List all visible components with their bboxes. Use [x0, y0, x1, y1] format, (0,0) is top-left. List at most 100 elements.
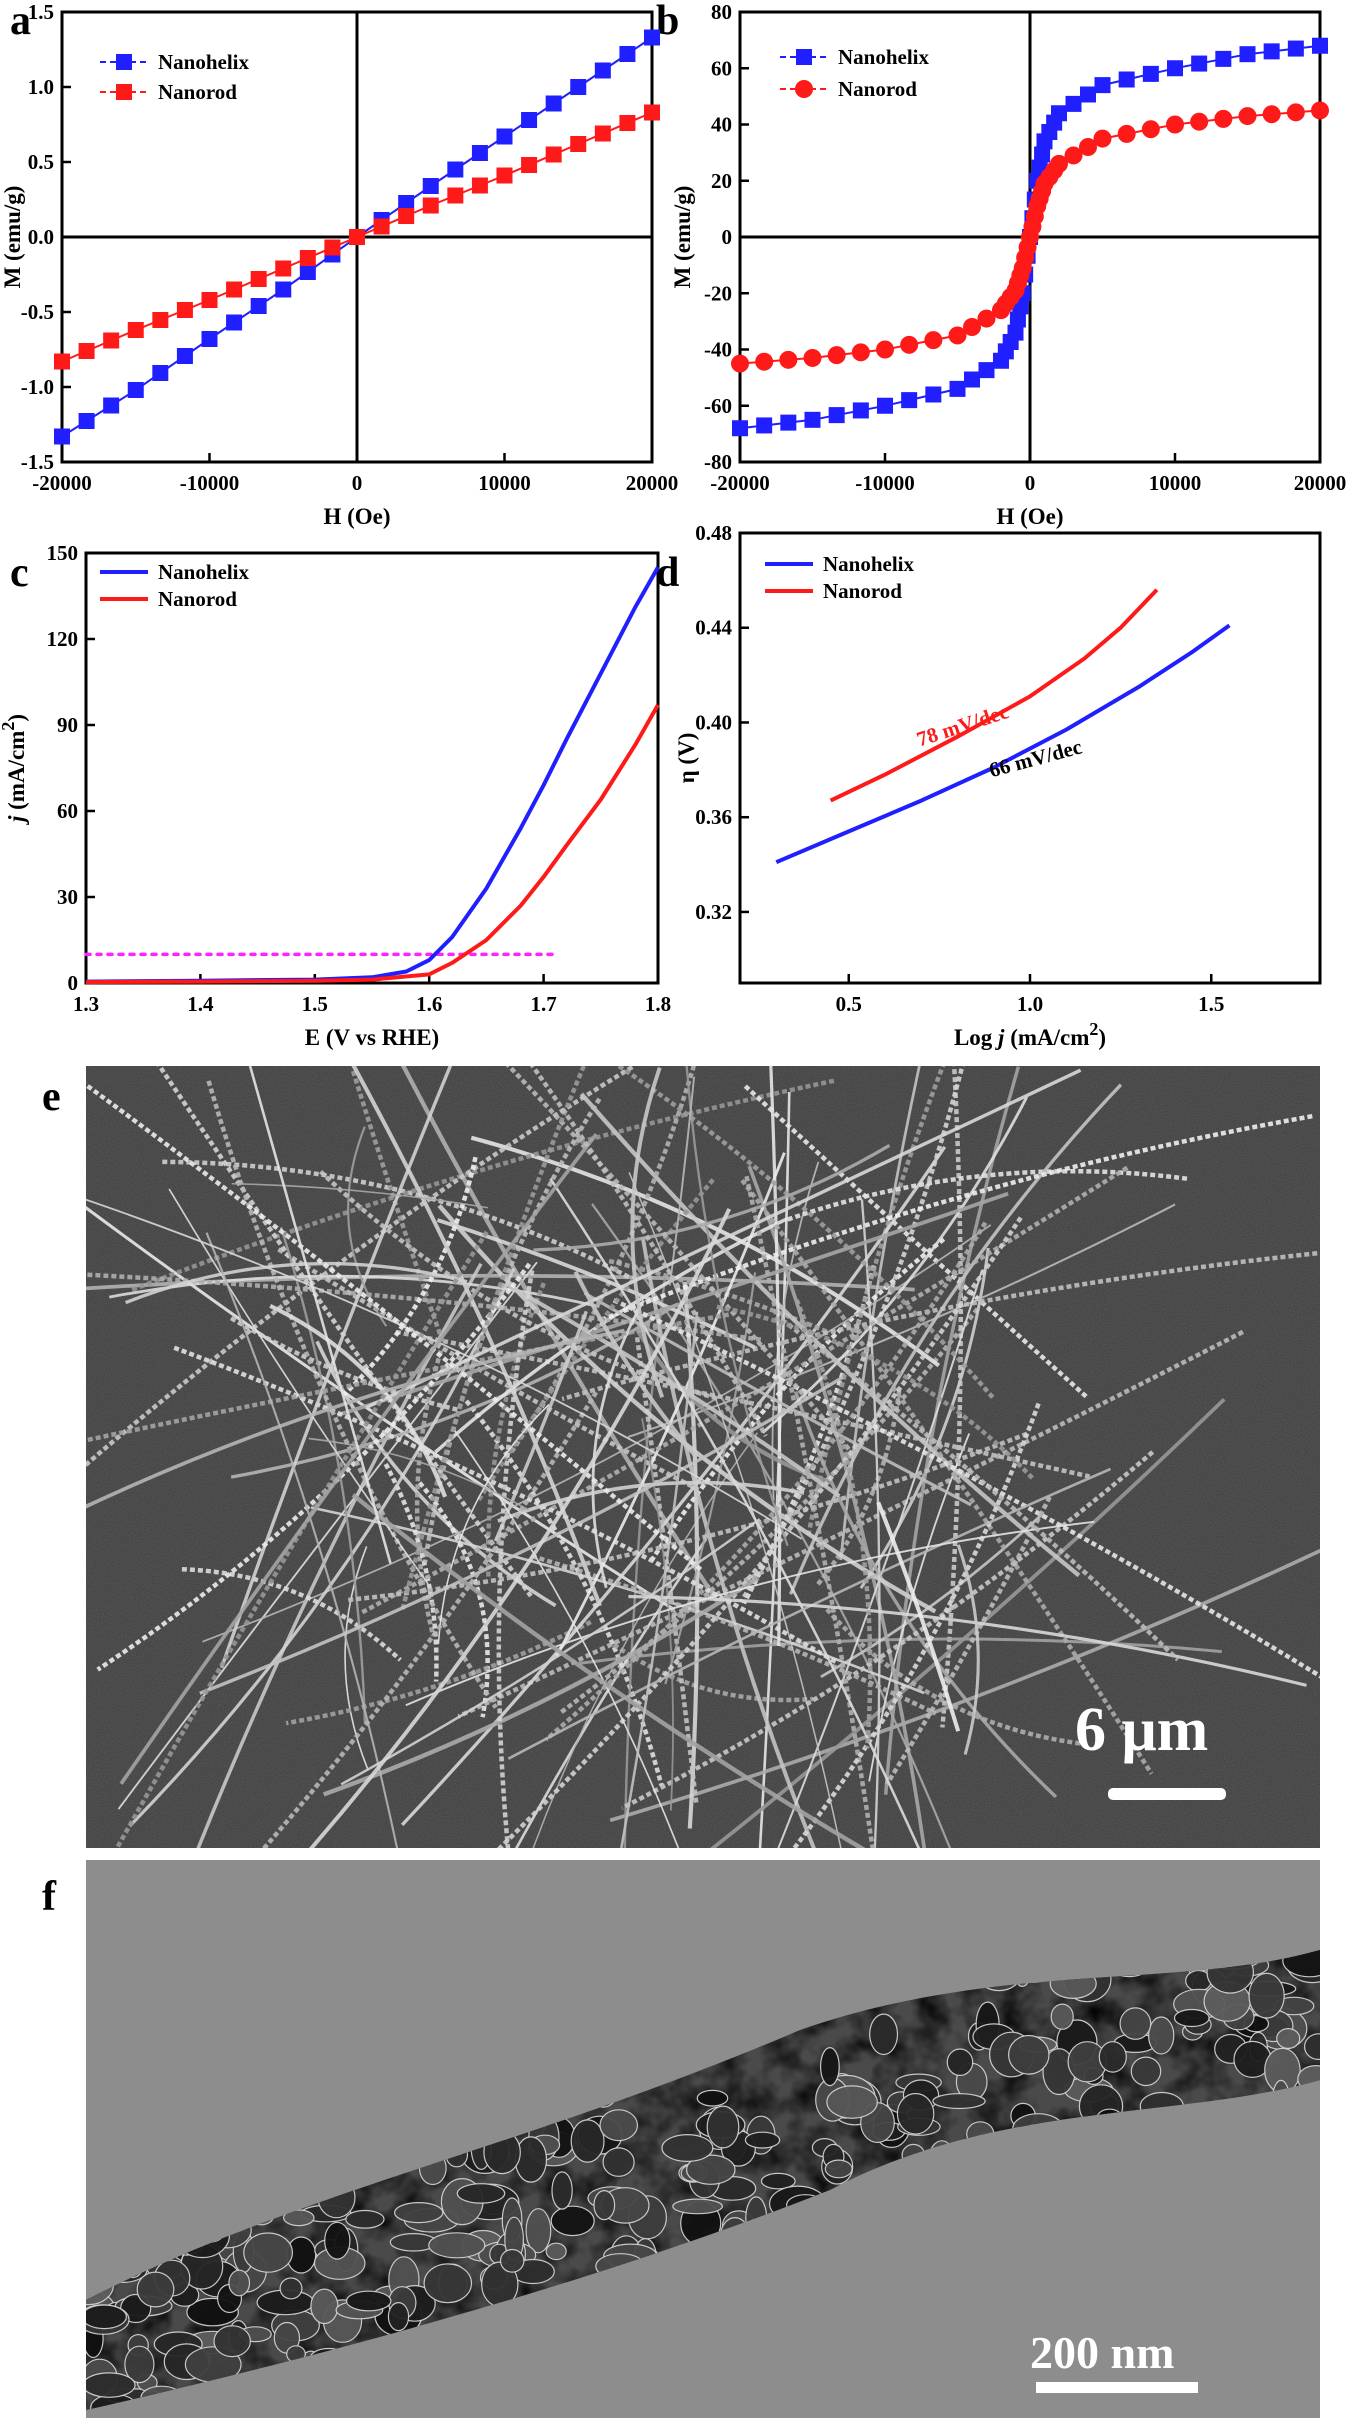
nanorod-fiber	[623, 1277, 667, 1848]
data-point-nanorod	[803, 348, 822, 367]
data-point-nanohelix	[250, 298, 267, 314]
x-tick-label: 1.8	[645, 992, 671, 1016]
panel-label-a: a	[10, 0, 31, 44]
legend-marker-nanorod	[795, 80, 813, 98]
nanohelix-fiber	[780, 1318, 1180, 1662]
data-point-nanohelix	[644, 29, 660, 46]
data-point-nanohelix	[299, 264, 316, 280]
x-axis-label: E (V vs RHE)	[305, 1025, 439, 1050]
nanoparticle-grain	[514, 2136, 548, 2183]
data-point-nanorod	[1033, 182, 1052, 201]
nanorod-fiber	[437, 1403, 550, 1644]
data-point-nanohelix	[1080, 86, 1096, 103]
data-point-nanorod	[373, 218, 390, 235]
x-axis-label: H (Oe)	[996, 504, 1063, 529]
data-point-nanohelix	[1142, 65, 1159, 82]
nanoparticle-grain	[706, 2105, 740, 2149]
legend-label-nanohelix: Nanohelix	[158, 560, 250, 584]
data-point-nanorod	[1001, 288, 1020, 306]
nanoparticle-grain	[1303, 2033, 1320, 2060]
nanorod-fiber	[310, 1506, 925, 1695]
y-tick-label: -20	[704, 281, 732, 305]
nanoparticle-grain	[1119, 2007, 1152, 2040]
nanorod-fiber	[668, 1076, 696, 1286]
nanohelix-fiber	[342, 1156, 478, 1397]
x-axis-label-part: Log	[954, 1025, 998, 1050]
x-tick-label: -20000	[710, 471, 770, 495]
data-point-nanorod	[1093, 129, 1112, 148]
x-tick-label: 1.0	[1017, 992, 1043, 1016]
nanohelix-fiber	[529, 1066, 768, 1438]
series-line-nanorod	[85, 703, 660, 985]
data-point-nanorod	[1262, 105, 1281, 124]
y-tick-label: 1.5	[28, 0, 54, 24]
nanorod-fiber	[86, 1205, 673, 1610]
data-point-nanohelix	[964, 371, 980, 388]
panel-label-f: f	[42, 1874, 57, 1920]
nanorod-fiber	[365, 1068, 1082, 1410]
nanoparticle-grain	[136, 2271, 175, 2308]
nanohelix-fiber	[156, 1066, 533, 1598]
x-tick-label: 20000	[626, 471, 679, 495]
nanorod-fiber	[124, 1261, 468, 1305]
data-point-nanohelix	[1094, 77, 1111, 94]
y-tick-label: 60	[711, 56, 732, 80]
nanorod-fiber	[627, 1203, 1176, 1438]
series-line-nanohelix	[775, 623, 1231, 865]
x-tick-label: -20000	[32, 471, 92, 495]
y-tick-label: 0.44	[695, 616, 732, 640]
nanoparticle-grain	[545, 2242, 567, 2261]
x-tick-label: 0	[352, 471, 363, 495]
nanorod-fiber	[437, 1204, 937, 1614]
y-tick-label: 0.0	[28, 225, 54, 249]
x-axis-label-part: )	[1098, 1025, 1106, 1050]
nanorod-fiber	[859, 1247, 990, 1590]
nanorod-fiber	[628, 1594, 1307, 1687]
nanohelix-fiber	[825, 1607, 1082, 1746]
data-point-nanorod	[1214, 109, 1233, 128]
data-point-nanohelix	[732, 420, 748, 437]
legend-label-nanorod: Nanorod	[823, 579, 902, 603]
nanohelix-fiber	[634, 1336, 699, 1805]
nanoparticle-grain	[282, 2209, 315, 2227]
data-point-nanohelix	[594, 62, 611, 79]
data-point-nanorod	[1045, 161, 1064, 180]
nanorod-fiber	[507, 1467, 1112, 1760]
data-point-nanorod	[103, 332, 120, 349]
nanorod-fiber	[876, 1501, 961, 1732]
nanorod-fiber	[351, 1066, 602, 1607]
data-point-nanohelix	[901, 392, 918, 409]
data-point-nanorod	[176, 302, 193, 318]
nanoparticle-grain	[696, 2089, 729, 2107]
nanoparticle-grain	[124, 2345, 155, 2384]
nanohelix-fiber	[791, 1402, 1041, 1848]
nanoparticle-grain	[550, 2205, 595, 2237]
nanoparticle-grain	[1050, 2003, 1074, 2030]
nanoparticle-grain	[1173, 2008, 1210, 2028]
data-point-nanohelix	[1002, 334, 1019, 350]
data-point-nanohelix	[1239, 46, 1256, 63]
nanoparticle-grain	[932, 2093, 986, 2110]
nanohelix-fiber	[649, 1237, 946, 1562]
data-point-nanorod	[731, 354, 749, 373]
nanorod-fiber	[641, 1418, 674, 1811]
data-point-nanorod	[948, 326, 967, 345]
data-point-nanohelix	[1046, 114, 1063, 131]
nanohelix-fiber	[383, 1462, 439, 1682]
data-point-nanohelix	[226, 314, 243, 331]
x-axis-label-part: 2	[1089, 1019, 1098, 1039]
y-tick-label: 0.32	[695, 900, 732, 924]
series-line-nanohelix	[85, 566, 660, 984]
nanohelix-fiber	[806, 1066, 946, 1536]
y-tick-label: 1.0	[28, 75, 54, 99]
nanorod-fiber	[579, 1092, 1081, 1578]
data-point-nanorod	[1011, 266, 1030, 285]
nanorod-fiber	[205, 1232, 399, 1848]
nanorod-fiber	[640, 1236, 816, 1848]
tem-scale-bar-label: 200 nm	[1030, 2327, 1174, 2378]
nanoparticle-grain	[760, 2172, 796, 2190]
nanohelix-fiber	[496, 1216, 1023, 1848]
nanorod-fiber	[344, 1546, 369, 1770]
nanohelix-fiber	[505, 1066, 853, 1453]
